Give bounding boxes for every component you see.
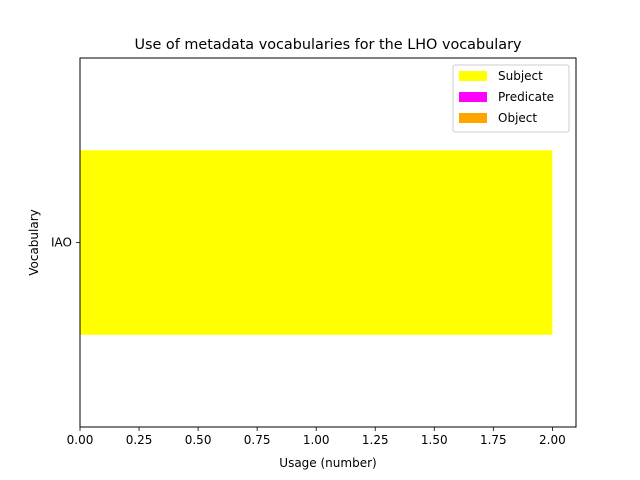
x-tick-label: 0.75 (244, 433, 271, 447)
y-tick-label: IAO (51, 236, 72, 250)
bar-subject-0 (80, 150, 553, 335)
x-tick-label: 1.00 (303, 433, 330, 447)
chart-title: Use of metadata vocabularies for the LHO… (134, 37, 522, 53)
x-tick-label: 1.25 (362, 433, 389, 447)
x-tick-label: 0.50 (185, 433, 212, 447)
legend-label-subject: Subject (498, 69, 543, 83)
y-axis-label: Vocabulary (27, 209, 41, 276)
legend-label-predicate: Predicate (498, 90, 554, 104)
x-axis-label: Usage (number) (279, 456, 376, 470)
x-axis: 0.00 0.25 0.50 0.75 1.00 1.25 1.50 1.75 2.00 (67, 427, 566, 447)
legend-swatch-subject (459, 71, 487, 81)
x-tick-label: 2.00 (539, 433, 566, 447)
legend-swatch-predicate (459, 92, 487, 102)
legend-swatch-object (459, 113, 487, 123)
legend-label-object: Object (498, 111, 537, 125)
x-tick-label: 1.75 (480, 433, 507, 447)
legend: Subject Predicate Object (452, 64, 570, 133)
x-tick-label: 1.50 (421, 433, 448, 447)
y-axis: IAO (51, 236, 80, 250)
x-tick-label: 0.00 (67, 433, 94, 447)
bars-layer (80, 150, 553, 335)
x-tick-label: 0.25 (126, 433, 153, 447)
